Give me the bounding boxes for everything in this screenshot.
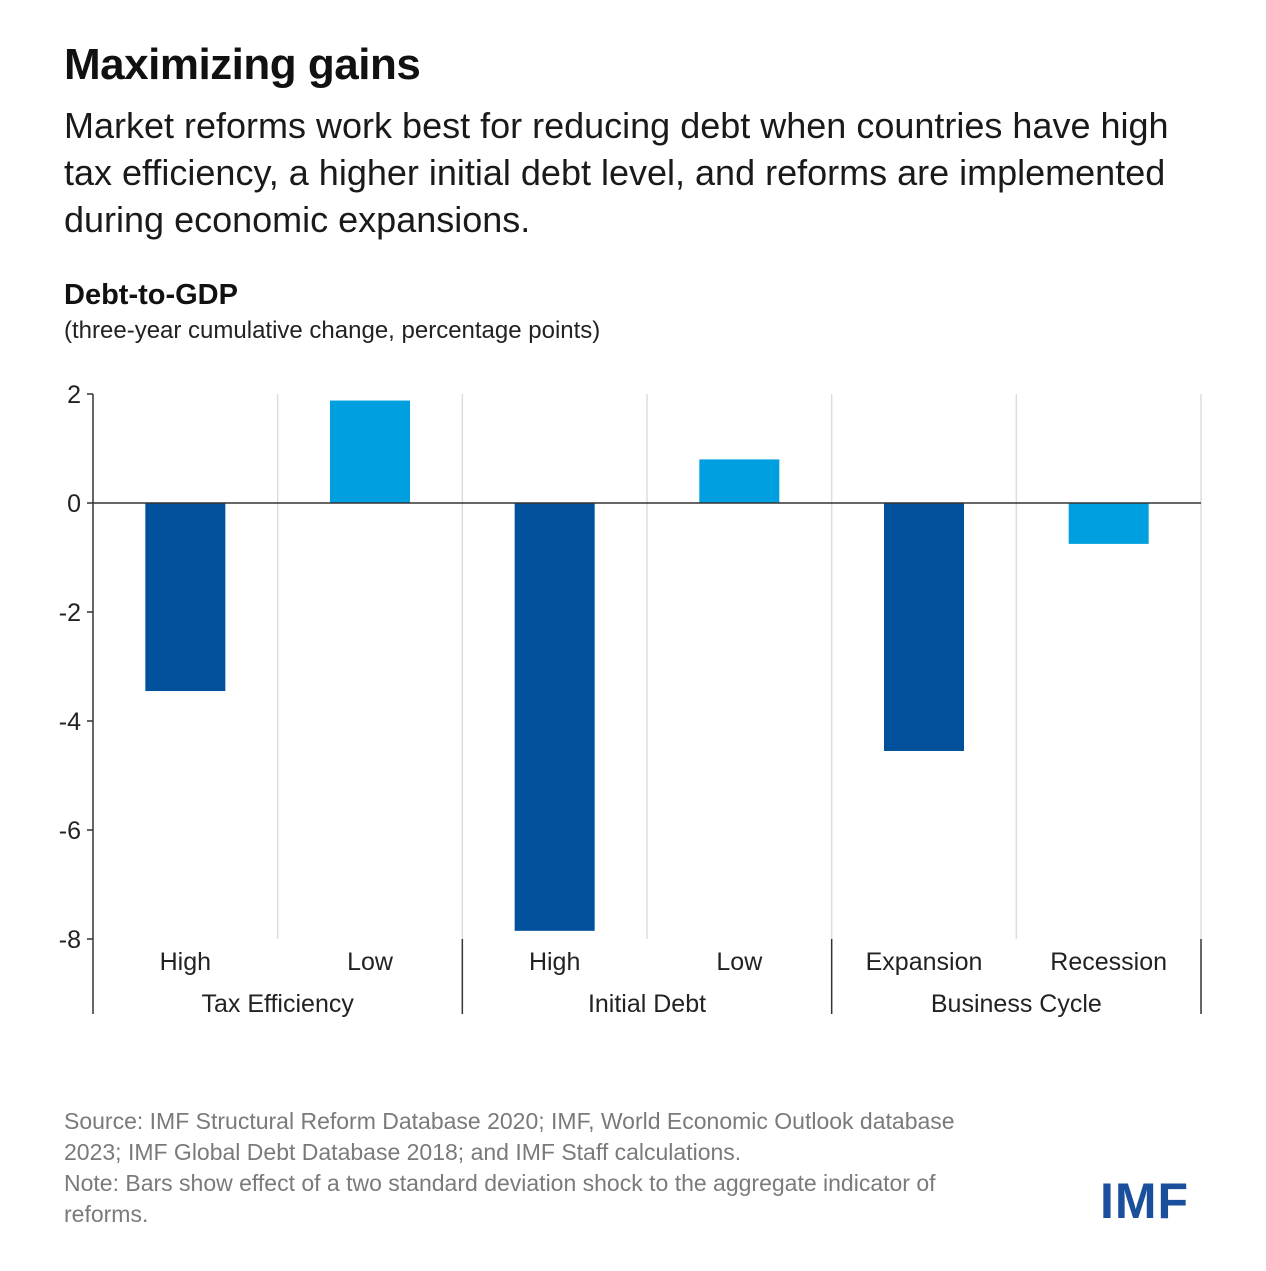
y-tick-label: 2 [67,381,81,409]
source-note: Source: IMF Structural Reform Database 2… [64,1108,955,1165]
x-group-label: Business Cycle [931,990,1102,1018]
y-axis-title: Debt-to-GDP [64,279,238,311]
x-category-label: High [160,948,211,976]
x-category-label: Low [716,948,763,976]
chart-footer: Source: IMF Structural Reform Database 2… [64,1106,994,1230]
x-category-label: Low [347,948,394,976]
chart-subtitle: Market reforms work best for reducing de… [64,105,1169,240]
y-tick-label: 0 [67,490,81,518]
bar [145,503,226,692]
y-tick-label: -2 [59,599,81,627]
y-tick-label: -4 [59,708,81,736]
bar [1068,503,1149,544]
y-axis-subtitle: (three-year cumulative change, percentag… [64,317,601,344]
bar [330,400,410,503]
chart-title: Maximizing gains [64,40,421,89]
x-category-label: Recession [1050,948,1167,976]
y-tick-label: -6 [59,817,81,845]
x-group-label: Initial Debt [588,990,706,1018]
bar-chart: 2 0 -2 -4 -6 -8 High Low High Low Expansion Recessi… [59,381,1202,1018]
x-category-label: Expansion [866,948,983,976]
bar [514,503,595,931]
bar [884,503,964,751]
x-group-label: Tax Efficiency [201,990,354,1018]
bar [699,459,780,503]
imf-logo: IMF [1100,1173,1190,1229]
y-tick-label: -8 [59,926,81,954]
x-category-label: High [529,948,580,976]
methodology-note: Note: Bars show effect of a two standard… [64,1170,936,1227]
